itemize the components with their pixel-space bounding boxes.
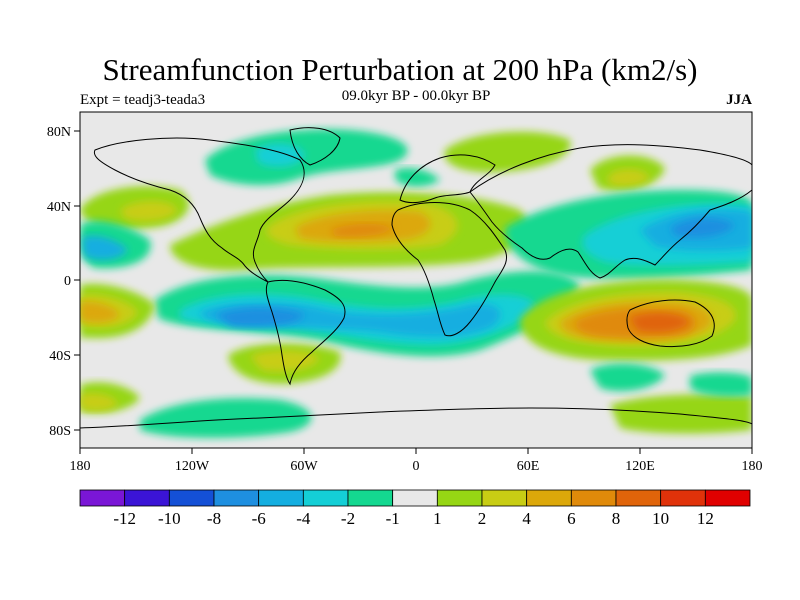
coastline-asia [469,144,752,279]
colorbar-label: 2 [478,509,487,528]
contour-region-asia-pacific-negative [505,190,752,279]
x-tick-label: 180 [742,459,763,474]
colorbar-swatch [436,489,483,507]
contour-region-south-pacific-positive [80,283,155,339]
colorbar-swatch [392,489,438,507]
colorbar-swatch [302,489,349,507]
map-panel: 180 120W 60W 0 60E 120E 180 80N 40N 0 40… [47,111,763,474]
contour-region-south-america-positive [228,343,341,384]
colorbar-swatch [481,489,528,507]
colorbar-label: 12 [697,509,714,528]
colorbar-labels: -12 -10 -8 -6 -4 -2 -1 1 2 4 6 8 10 12 [113,509,714,528]
colorbar: -12 -10 -8 -6 -4 -2 -1 1 2 4 6 8 10 12 [79,489,751,528]
y-tick-label: 0 [64,274,71,289]
coastline-greenland [289,127,341,166]
period-label: 09.0kyr BP - 00.0kyr BP [341,88,491,104]
contour-region-australia-positive [520,279,752,361]
y-tick-label: 80S [49,424,71,439]
colorbar-label: 10 [652,509,669,528]
map-title: Streamfunction Perturbation at 200 hPa (… [102,52,698,87]
season-label: JJA [726,92,752,108]
colorbar-swatch [660,489,706,507]
axis-ticks [74,130,753,454]
coastline-antarctica [80,407,752,429]
x-tick-label: 60E [517,459,540,474]
colorbar-swatch [258,489,304,507]
colorbar-label: 8 [612,509,621,528]
y-tick-label: 40S [49,349,71,364]
colorbar-swatch [704,489,751,507]
colorbar-swatch [347,489,394,507]
x-axis-labels: 180 120W 60W 0 60E 120E 180 [70,459,763,474]
contour-region-subtropical-atlantic-positive [170,192,528,271]
y-tick-label: 80N [47,125,71,140]
colorbar-swatch [79,489,126,507]
coastline-europe [399,154,496,204]
colorbar-label: -6 [252,509,266,528]
x-tick-label: 180 [70,459,91,474]
colorbar-label: -10 [158,509,181,528]
colorbar-label: -2 [341,509,355,528]
colorbar-swatch [615,489,662,507]
colorbar-label: -12 [113,509,136,528]
contour-field [80,129,752,438]
colorbar-label: -1 [386,509,400,528]
colorbar-label: -4 [296,509,311,528]
coastlines [80,127,752,429]
coastline-north-america [93,137,305,283]
coastline-australia [626,299,715,348]
colorbar-swatch [124,489,170,507]
x-tick-label: 120W [175,459,210,474]
colorbar-label: 1 [433,509,442,528]
experiment-label: Expt = teadj3-teada3 [80,92,206,108]
colorbar-label: 4 [522,509,531,528]
colorbar-swatch [213,489,260,507]
contour-region-pacific-west-negative [80,220,151,269]
contour-region-north-pacific-positive [80,186,189,230]
colorbar-label: 6 [567,509,576,528]
contour-region-tropical-south-negative [155,271,580,357]
x-tick-label: 0 [413,459,420,474]
contour-region-siberia-positive [444,131,665,191]
coastline-south-america [265,279,346,386]
x-tick-label: 60W [290,459,318,474]
colorbar-swatch [168,489,215,507]
colorbar-swatches [79,489,751,507]
coastline-africa [391,202,508,337]
x-tick-label: 120E [625,459,655,474]
colorbar-swatch [526,489,572,507]
colorbar-label: -8 [207,509,221,528]
contour-region-south-indian-negative [590,363,665,392]
y-tick-label: 40N [47,200,71,215]
y-axis-labels: 80N 40N 0 40S 80S [47,125,71,439]
colorbar-swatch [570,489,617,507]
